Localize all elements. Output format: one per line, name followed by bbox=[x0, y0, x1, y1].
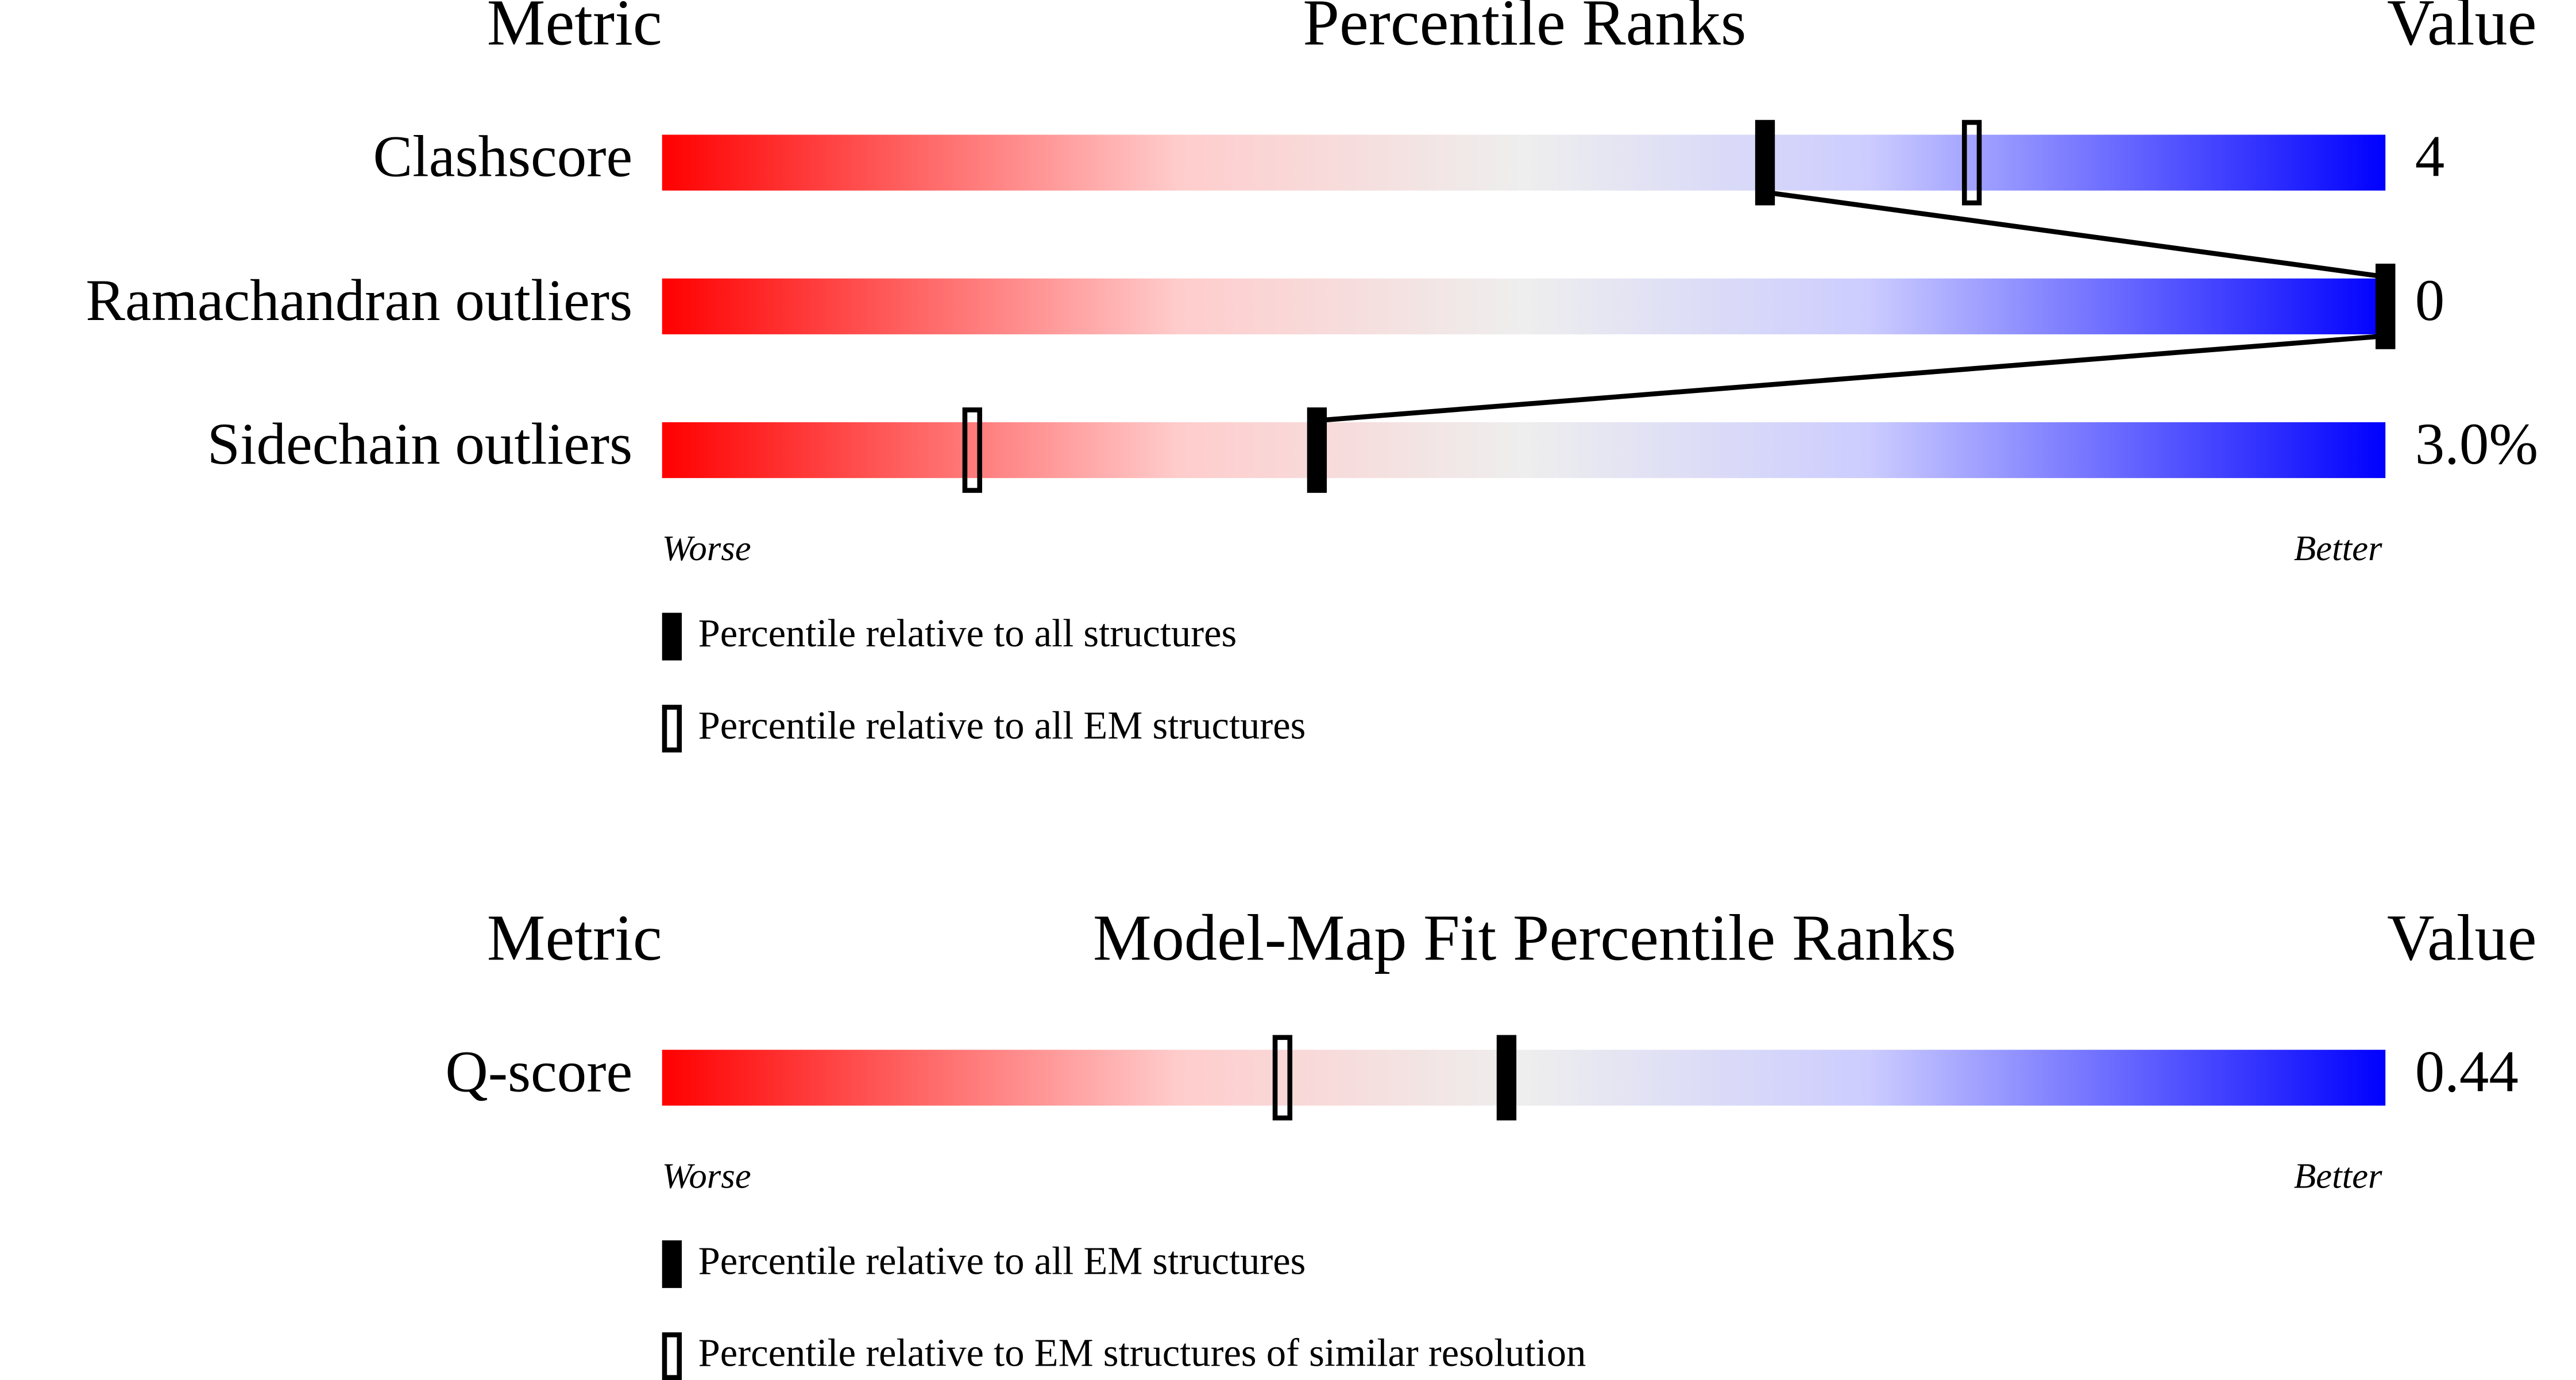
metric-value: 3.0% bbox=[2415, 411, 2538, 477]
metric-label: Sidechain outliers bbox=[207, 411, 633, 477]
legend-swatch bbox=[662, 1332, 682, 1380]
legend-swatch bbox=[662, 1240, 682, 1288]
marker-open bbox=[1272, 1035, 1293, 1121]
metric-header: Metric bbox=[487, 901, 662, 974]
worse-label: Worse bbox=[662, 528, 751, 568]
marker-filled bbox=[1307, 407, 1327, 493]
marker-filled bbox=[2376, 263, 2396, 349]
metric-label: Q-score bbox=[445, 1039, 632, 1104]
marker-filled bbox=[1496, 1035, 1517, 1121]
connector-line bbox=[1764, 190, 2386, 280]
legend-label: Percentile relative to EM structures of … bbox=[698, 1331, 1586, 1375]
marker-filled bbox=[1755, 120, 1775, 206]
gradient-bar bbox=[662, 422, 2386, 479]
marker-open bbox=[962, 407, 982, 493]
marker-open bbox=[1961, 120, 1982, 206]
metric-value: 0.44 bbox=[2415, 1039, 2519, 1104]
better-label: Better bbox=[2294, 1156, 2382, 1196]
value-header: Value bbox=[2387, 901, 2536, 974]
legend-swatch bbox=[662, 704, 682, 753]
metric-label: Ramachandran outliers bbox=[86, 268, 632, 333]
gradient-bar bbox=[662, 1050, 2386, 1106]
legend-label: Percentile relative to all structures bbox=[698, 611, 1237, 655]
chart-title: Model-Map Fit Percentile Ranks bbox=[1093, 901, 1956, 974]
metric-label: Clashscore bbox=[373, 124, 632, 190]
value-header: Value bbox=[2387, 0, 2536, 59]
legend-label: Percentile relative to all EM structures bbox=[698, 703, 1306, 747]
worse-label: Worse bbox=[662, 1156, 751, 1196]
metric-header: Metric bbox=[487, 0, 662, 59]
gradient-bar bbox=[662, 134, 2386, 191]
better-label: Better bbox=[2294, 528, 2382, 568]
metric-value: 0 bbox=[2415, 268, 2444, 333]
gradient-bar bbox=[662, 278, 2386, 334]
metric-value: 4 bbox=[2415, 124, 2444, 190]
legend-swatch bbox=[662, 612, 682, 661]
connector-line bbox=[1316, 333, 2386, 423]
legend-label: Percentile relative to all EM structures bbox=[698, 1239, 1306, 1283]
chart-title: Percentile Ranks bbox=[1303, 0, 1746, 59]
